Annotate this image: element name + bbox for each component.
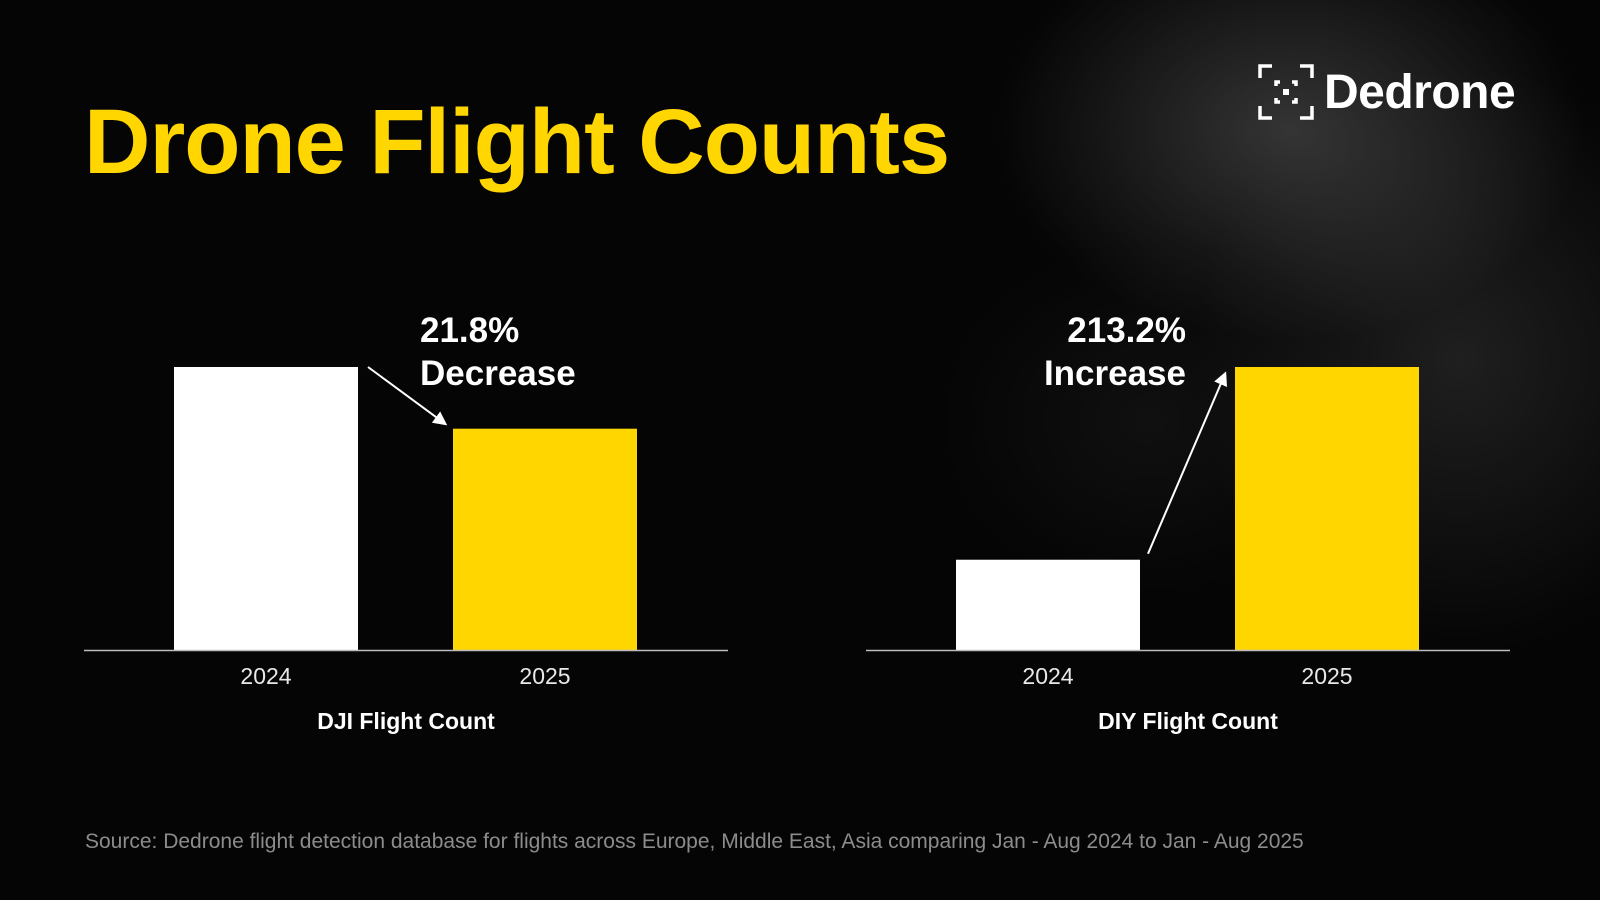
x-axis-label: DIY Flight Count bbox=[1098, 708, 1278, 734]
brand-name: Dedrone bbox=[1324, 65, 1516, 119]
change-direction-label: Increase bbox=[1044, 354, 1186, 393]
dedrone-reticle-icon bbox=[1258, 64, 1314, 120]
page-title: Drone Flight Counts bbox=[84, 91, 950, 193]
source-note: Source: Dedrone flight detection databas… bbox=[85, 830, 1304, 853]
x-tick-label: 2024 bbox=[240, 663, 291, 689]
change-direction-label: Decrease bbox=[420, 354, 576, 393]
bar-2025 bbox=[453, 428, 637, 650]
change-arrow bbox=[1147, 371, 1228, 555]
bar-2025 bbox=[1235, 367, 1419, 650]
change-percent-label: 213.2% bbox=[1067, 311, 1186, 350]
bar-2024 bbox=[174, 367, 358, 650]
x-tick-label: 2024 bbox=[1022, 663, 1073, 689]
brand-logo: Dedrone bbox=[1258, 64, 1516, 120]
x-axis-label: DJI Flight Count bbox=[317, 708, 495, 734]
x-tick-label: 2025 bbox=[1301, 663, 1352, 689]
change-percent-label: 21.8% bbox=[420, 311, 519, 350]
bar-2024 bbox=[956, 559, 1140, 650]
x-tick-label: 2025 bbox=[519, 663, 570, 689]
change-arrow bbox=[367, 366, 448, 426]
